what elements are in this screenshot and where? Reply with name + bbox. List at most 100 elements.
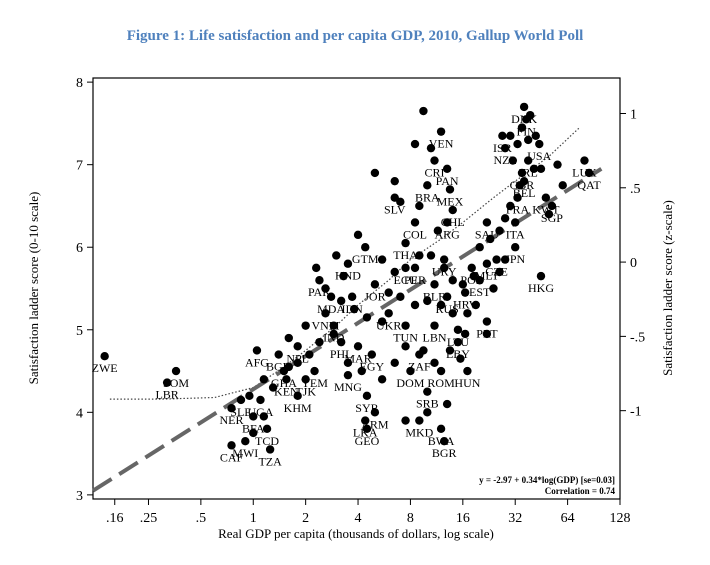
data-point: [517, 123, 527, 132]
data-point: [384, 309, 393, 318]
point-label: HRV: [453, 298, 478, 312]
data-point: [377, 375, 387, 384]
point-label: SGP: [541, 211, 563, 225]
data-point: [339, 271, 348, 281]
data-point: [377, 317, 387, 326]
data-point: [436, 300, 446, 310]
data-point: [410, 139, 420, 149]
data-point: [524, 156, 533, 165]
point-label: ECU: [394, 273, 418, 287]
data-point: [384, 288, 393, 297]
point-label: SLE: [230, 405, 251, 419]
point-label: MWI: [232, 446, 258, 460]
data-point: [489, 284, 498, 293]
data-point: [558, 181, 567, 190]
data-point: [329, 329, 338, 339]
data-point: [442, 164, 452, 174]
point-label: POL: [460, 273, 483, 287]
plot-frame: [92, 77, 621, 500]
data-point: [401, 321, 410, 330]
point-label: LBY: [446, 347, 470, 361]
point-label: CAF: [220, 450, 244, 464]
data-point: [262, 424, 272, 434]
point-label: SAU: [475, 227, 499, 241]
data-point: [486, 234, 495, 244]
data-point: [506, 201, 515, 211]
point-label: LUX: [572, 166, 597, 180]
data-point: [430, 358, 439, 367]
data-point: [100, 351, 109, 361]
point-label: CZE: [485, 265, 508, 279]
point-label: NPL: [286, 351, 309, 365]
axis-ticks: .16 .25 .5 1 2 4 8 16 32 64 128 3 4 5 6 7 8 1 .5 0 -.5 -1: [76, 76, 645, 526]
data-point: [513, 139, 522, 149]
data-point: [401, 238, 410, 248]
data-point: [390, 193, 399, 202]
data-point: [171, 366, 181, 376]
data-point: [305, 350, 314, 359]
data-point: [315, 276, 324, 285]
point-label: BWA: [428, 434, 455, 448]
data-point: [436, 424, 446, 434]
data-point: [252, 346, 262, 355]
point-label: IND: [323, 331, 345, 345]
data-point: [521, 115, 531, 124]
data-point: [445, 185, 455, 194]
data-point: [500, 255, 510, 264]
data-point: [162, 378, 172, 387]
data-point: [236, 395, 246, 405]
point-label: IDN: [341, 302, 363, 316]
data-point: [458, 280, 468, 289]
data-point: [467, 263, 476, 273]
point-label: DOM: [396, 376, 424, 390]
data-point: [544, 210, 554, 219]
data-point: [274, 350, 283, 359]
point-label: GEO: [355, 434, 380, 448]
point-label: LBN: [423, 331, 447, 345]
y-axis-left-label: Satisfaction ladder score (0-10 scale): [26, 192, 41, 385]
data-point: [430, 321, 439, 330]
point-label: BRA: [415, 190, 440, 204]
point-label: EGY: [359, 360, 384, 374]
data-point: [460, 288, 470, 297]
point-label: TJK: [295, 384, 316, 398]
data-point: [353, 342, 363, 351]
data-point: [433, 226, 443, 235]
data-point: [265, 445, 275, 454]
data-point: [492, 255, 501, 264]
data-point: [423, 408, 432, 417]
data-point: [315, 337, 324, 347]
data-point: [401, 416, 410, 425]
data-point: [453, 337, 463, 347]
point-label: BLR: [423, 289, 446, 303]
correlation-note: Correlation = 0.74: [545, 486, 616, 496]
x-tick-label: 128: [610, 511, 631, 526]
point-label: MLT: [475, 269, 500, 283]
point-label: AFG: [245, 355, 269, 369]
point-label: MKD: [405, 426, 433, 440]
data-point: [439, 437, 449, 446]
x-tick-label: 1: [250, 511, 257, 526]
x-tick-label: 4: [355, 511, 362, 526]
data-point: [362, 424, 372, 434]
point-label: SLV: [384, 203, 406, 217]
data-point: [332, 251, 341, 260]
data-point: [529, 164, 539, 174]
point-label: CHL: [441, 215, 465, 229]
regression-note: y = -2.97 + 0.34*log(GDP) [se=0.03]: [479, 475, 615, 485]
data-point: [463, 366, 472, 376]
data-point: [430, 280, 439, 289]
data-point: [410, 218, 420, 227]
data-point: [495, 267, 504, 277]
point-label: KEN: [274, 384, 299, 398]
point-label: CRI: [424, 166, 444, 180]
point-label: MDA: [317, 302, 345, 316]
y-right-tick-label: 1: [630, 107, 637, 122]
data-point: [553, 160, 562, 169]
data-point: [524, 135, 533, 145]
data-point: [448, 309, 457, 318]
data-point: [430, 156, 439, 165]
point-label: NZL: [493, 153, 516, 167]
y-left-tick-label: 7: [76, 159, 83, 174]
data-point: [448, 205, 457, 215]
